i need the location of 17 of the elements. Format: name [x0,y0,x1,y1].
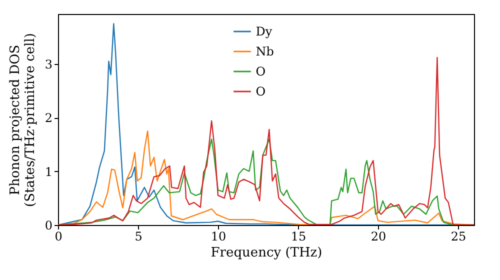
x-tick-label: 10 [210,230,226,244]
x-tick-label: 25 [450,230,466,244]
y-tick-label: 2 [44,111,52,126]
x-axis-title: Frequency (THz) [210,246,322,260]
y-tick-label: 1 [44,164,52,179]
x-tick-label: 20 [370,230,386,244]
y-tick-label: 3 [44,57,52,72]
legend-label: O [256,64,266,78]
legend-label: O [256,84,266,98]
x-tick-label: 0 [54,230,62,244]
x-tick-label: 5 [134,230,142,244]
legend-label: Nb [256,44,274,58]
y-tick-label: 0 [44,218,52,232]
y-axis-title: Phonon projected DOS (States/THz·primitive cell) [8,32,38,208]
line-series [58,56,474,225]
x-tick-label: 15 [290,230,306,244]
legend-label: Dy [256,24,272,38]
